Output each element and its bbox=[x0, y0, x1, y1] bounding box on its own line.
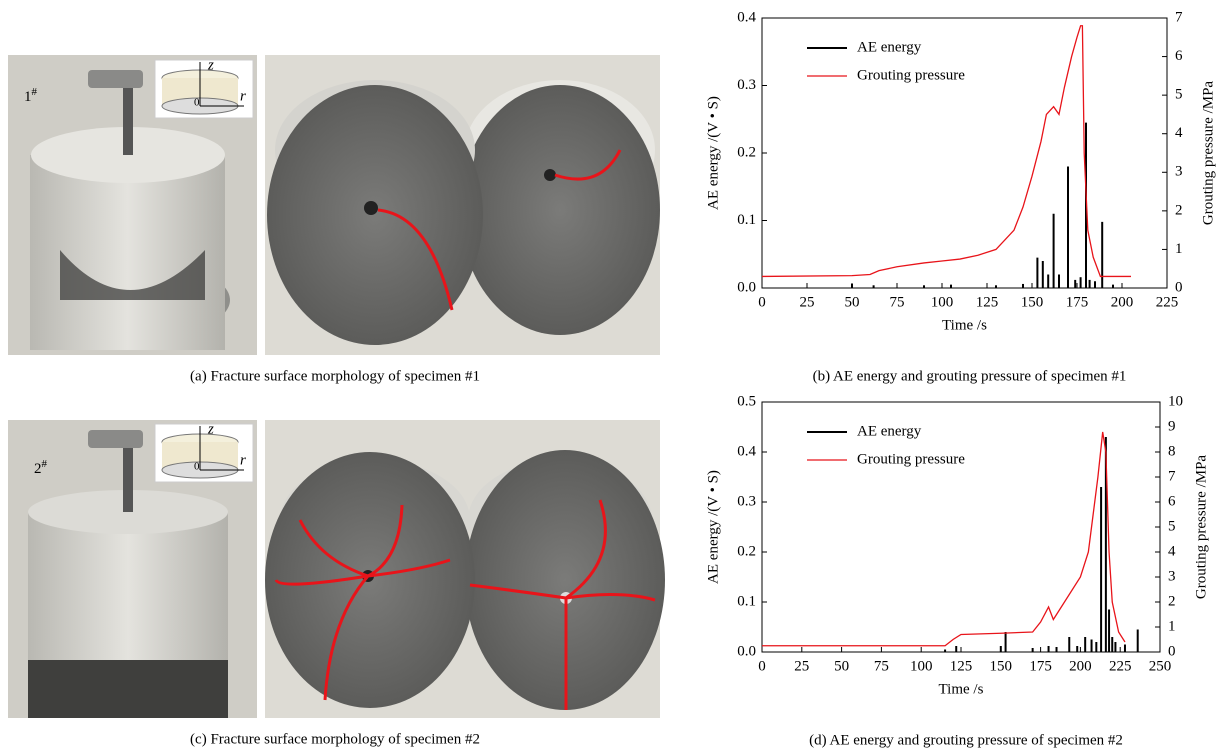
y-axis-label: AE energy /(V • S) bbox=[705, 96, 721, 210]
legend-label: Grouting pressure bbox=[857, 451, 965, 467]
y2-tick-label: 1 bbox=[1168, 618, 1176, 634]
y2-axis-label: Grouting pressure /MPa bbox=[1193, 455, 1209, 599]
x-tick-label: 225 bbox=[1156, 294, 1179, 310]
x-tick-label: 100 bbox=[910, 658, 933, 674]
y2-tick-label: 4 bbox=[1168, 543, 1176, 559]
specimen-sup: # bbox=[32, 86, 38, 98]
x-tick-label: 150 bbox=[990, 658, 1013, 674]
x-tick-label: 250 bbox=[1149, 658, 1172, 674]
figure: z r 0 1# (a) Fracture surface morphology… bbox=[0, 0, 1231, 749]
y-tick-label: 0.0 bbox=[737, 279, 756, 295]
y-tick-label: 0.1 bbox=[737, 212, 756, 228]
photo-c: z r 0 2# bbox=[8, 420, 257, 718]
y-axis-label: AE energy /(V • S) bbox=[705, 470, 721, 584]
inset-axis: r bbox=[240, 452, 246, 468]
x-tick-label: 125 bbox=[976, 294, 999, 310]
y2-tick-label: 2 bbox=[1168, 593, 1176, 609]
y-tick-label: 0.4 bbox=[737, 9, 756, 25]
inset-origin: 0 bbox=[194, 461, 200, 473]
y2-tick-label: 0 bbox=[1175, 279, 1183, 295]
x-tick-label: 175 bbox=[1066, 294, 1089, 310]
y2-tick-label: 4 bbox=[1175, 125, 1183, 141]
pressure-line bbox=[762, 26, 1131, 277]
inset-origin: 0 bbox=[194, 97, 200, 109]
y2-tick-label: 3 bbox=[1175, 164, 1183, 180]
y2-tick-label: 6 bbox=[1175, 48, 1183, 64]
y2-tick-label: 6 bbox=[1168, 493, 1176, 509]
inset-axis: z bbox=[207, 421, 214, 437]
y-tick-label: 0.1 bbox=[737, 593, 756, 609]
y2-tick-label: 7 bbox=[1175, 9, 1183, 25]
x-tick-label: 200 bbox=[1111, 294, 1134, 310]
x-tick-label: 75 bbox=[890, 294, 905, 310]
x-axis-label: Time /s bbox=[942, 317, 987, 333]
photo-a: z r 0 1# bbox=[8, 55, 257, 355]
y2-tick-label: 8 bbox=[1168, 443, 1176, 459]
y-tick-label: 0.3 bbox=[737, 493, 756, 509]
y2-tick-label: 9 bbox=[1168, 418, 1176, 434]
y2-tick-label: 2 bbox=[1175, 202, 1183, 218]
specimen-number: 2 bbox=[34, 461, 42, 477]
x-tick-label: 200 bbox=[1069, 658, 1092, 674]
y2-tick-label: 10 bbox=[1168, 393, 1183, 409]
x-axis-label: Time /s bbox=[939, 681, 984, 697]
specimen-number: 1 bbox=[24, 89, 32, 105]
y2-tick-label: 7 bbox=[1168, 468, 1176, 484]
inset-axis: r bbox=[240, 88, 246, 104]
x-tick-label: 75 bbox=[874, 658, 889, 674]
caption: (a) Fracture surface morphology of speci… bbox=[190, 368, 480, 384]
y-tick-label: 0.0 bbox=[737, 643, 756, 659]
y-tick-label: 0.2 bbox=[737, 543, 756, 559]
x-tick-label: 25 bbox=[800, 294, 815, 310]
y2-tick-label: 5 bbox=[1175, 87, 1183, 103]
x-tick-label: 175 bbox=[1029, 658, 1052, 674]
y-tick-label: 0.4 bbox=[737, 443, 756, 459]
x-tick-label: 125 bbox=[950, 658, 973, 674]
caption: (b) AE energy and grouting pressure of s… bbox=[813, 368, 1127, 384]
photo-c-fracture bbox=[265, 420, 665, 718]
y2-tick-label: 3 bbox=[1168, 568, 1176, 584]
specimen-sup: # bbox=[42, 458, 48, 470]
x-tick-label: 225 bbox=[1109, 658, 1132, 674]
x-tick-label: 50 bbox=[834, 658, 849, 674]
plot-frame bbox=[762, 18, 1167, 288]
y-tick-label: 0.5 bbox=[737, 393, 756, 409]
inset-axis: z bbox=[207, 57, 214, 73]
x-tick-label: 150 bbox=[1021, 294, 1044, 310]
caption: (c) Fracture surface morphology of speci… bbox=[190, 731, 480, 747]
y2-tick-label: 5 bbox=[1168, 518, 1176, 534]
caption: (d) AE energy and grouting pressure of s… bbox=[809, 732, 1123, 748]
y2-axis-label: Grouting pressure /MPa bbox=[1200, 81, 1216, 225]
x-tick-label: 25 bbox=[794, 658, 809, 674]
x-tick-label: 0 bbox=[758, 294, 766, 310]
legend-label: AE energy bbox=[857, 423, 922, 439]
photo-a-fracture bbox=[265, 55, 660, 355]
x-tick-label: 50 bbox=[845, 294, 860, 310]
legend-label: AE energy bbox=[857, 39, 922, 55]
y-tick-label: 0.2 bbox=[737, 144, 756, 160]
y2-tick-label: 1 bbox=[1175, 241, 1183, 257]
legend-label: Grouting pressure bbox=[857, 67, 965, 83]
y-tick-label: 0.3 bbox=[737, 77, 756, 93]
y2-tick-label: 0 bbox=[1168, 643, 1176, 659]
x-tick-label: 0 bbox=[758, 658, 766, 674]
x-tick-label: 100 bbox=[931, 294, 954, 310]
